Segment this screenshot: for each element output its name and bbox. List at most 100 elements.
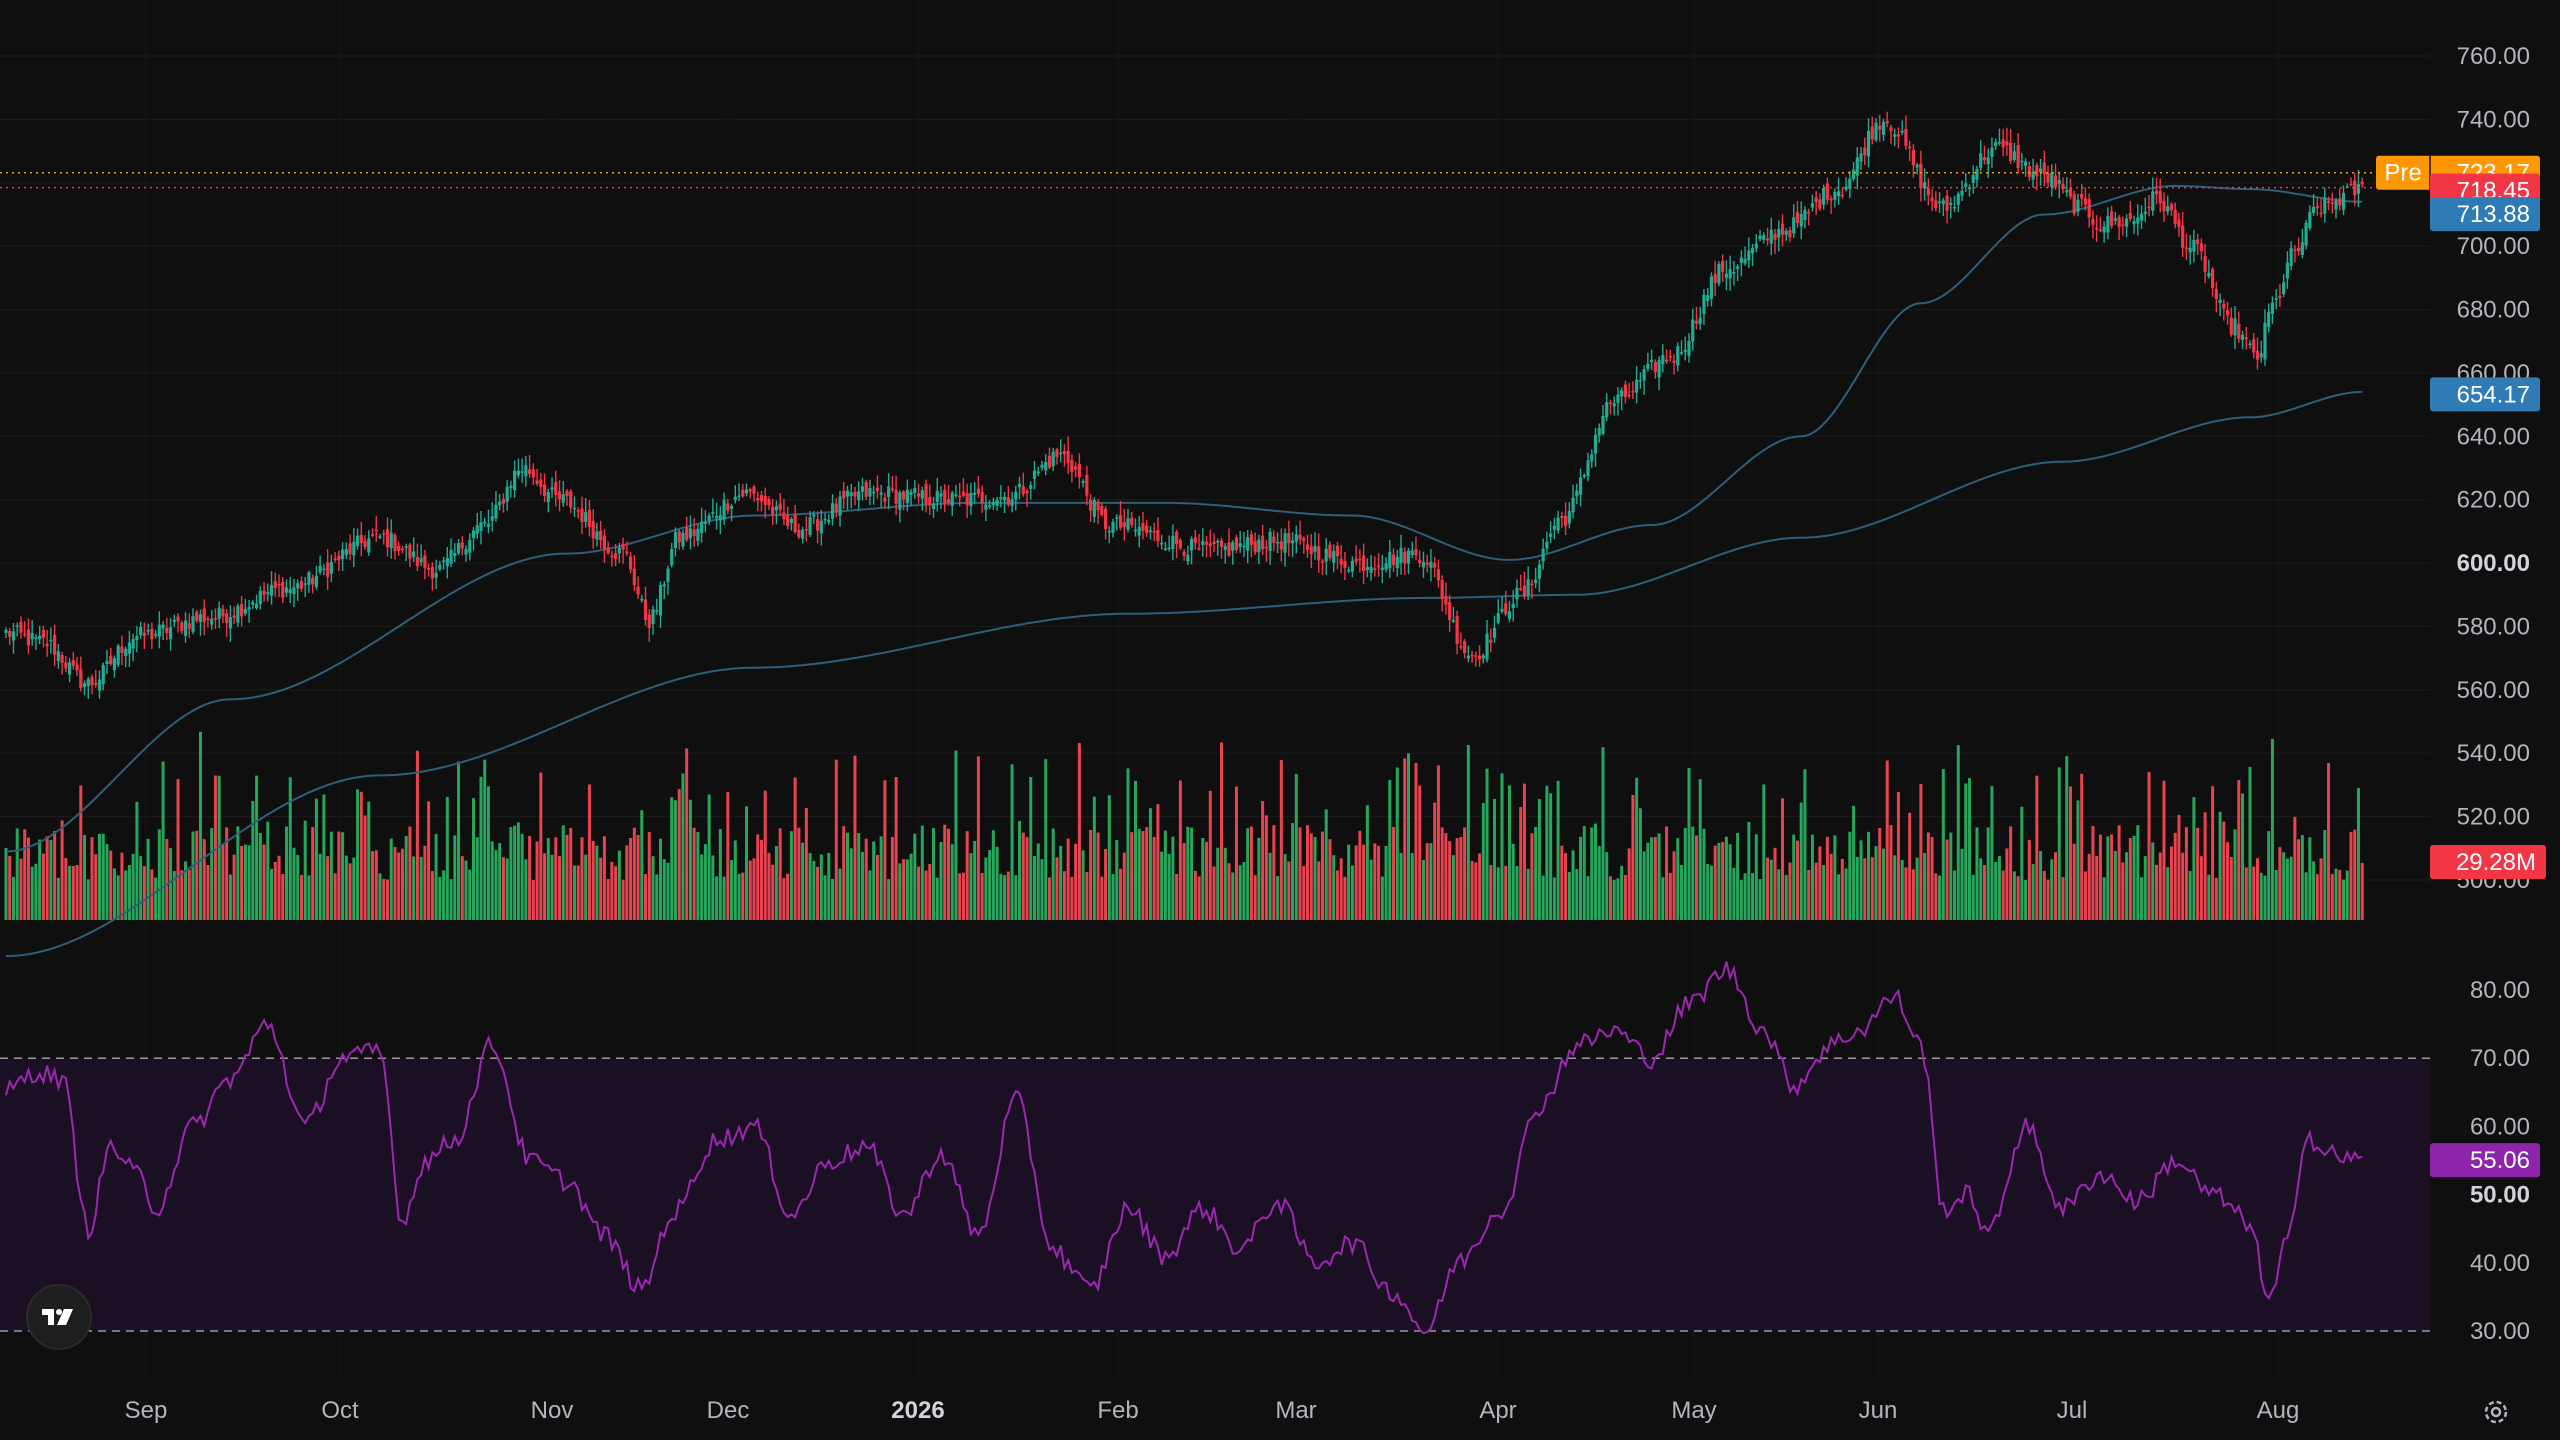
candle-body (1313, 546, 1317, 552)
candle-body (782, 512, 786, 520)
candle-body (165, 627, 169, 633)
volume-bar (1881, 848, 1885, 920)
candle-body (453, 553, 457, 557)
candle-body (557, 491, 562, 500)
candle-body (1908, 146, 1912, 149)
candle-body (1739, 257, 1743, 263)
candle-body (49, 639, 53, 642)
time-tick-label: Apr (1479, 1397, 1516, 1424)
candle-body (359, 534, 363, 544)
volume-bar (1795, 840, 1799, 920)
moving-average-line (5, 184, 2363, 853)
volume-bar (662, 859, 666, 920)
rsi-band (0, 1058, 2430, 1331)
candle-body (1418, 560, 1422, 563)
volume-bar (509, 827, 513, 920)
candle-body (2095, 227, 2099, 230)
volume-bar (935, 877, 939, 920)
volume-bar (98, 833, 101, 920)
volume-bar (142, 866, 146, 920)
candle-body (1339, 558, 1343, 565)
volume-bar (2203, 812, 2207, 920)
volume-bar (1208, 790, 1212, 920)
volume-bar (322, 794, 326, 920)
volume-bar (1919, 783, 1923, 920)
gear-icon[interactable] (2476, 1392, 2516, 1432)
price-tick-label: 520.00 (2457, 804, 2530, 831)
candle-body (853, 492, 857, 497)
candle-body (599, 530, 603, 541)
volume-bar (1867, 831, 1871, 920)
volume-bar (561, 825, 565, 920)
candle-body (1122, 521, 1126, 528)
volume-bar (303, 820, 307, 920)
price-tick-label: 600.00 (2457, 550, 2530, 577)
tradingview-logo-icon[interactable] (26, 1284, 92, 1350)
candle-body (2050, 172, 2054, 187)
volume-bar (1302, 866, 1306, 920)
volume-bar (180, 870, 184, 920)
candle-body (2087, 199, 2091, 218)
moving-average-line (5, 390, 2363, 958)
volume-bar (1650, 837, 1654, 920)
volume-bar (2050, 859, 2054, 920)
volume-bar (722, 876, 726, 920)
candle-body (2203, 256, 2207, 272)
candle-body (79, 669, 83, 688)
volume-bar (1459, 836, 1463, 920)
candle-body (1911, 150, 1915, 166)
candle-body (1541, 548, 1545, 562)
candle-body (1463, 641, 1467, 653)
candle-body (913, 488, 917, 494)
volume-bar (774, 846, 778, 920)
volume-bar (1272, 825, 1276, 920)
candle-body (1889, 127, 1893, 132)
volume-bar (1676, 838, 1680, 920)
volume-bar (363, 815, 367, 920)
volume-bar (1979, 858, 1983, 920)
candle-body (1395, 556, 1399, 569)
candle-body (2143, 211, 2147, 215)
candle-body (1290, 540, 1295, 544)
volume-bars (4, 731, 2364, 920)
candle-body (296, 583, 300, 589)
volume-bar (1594, 823, 1597, 920)
volume-bar (2184, 827, 2188, 920)
volume-bar (1111, 873, 1115, 920)
volume-bar (1781, 798, 1784, 920)
candle-body (838, 496, 842, 516)
candle-body (2001, 139, 2005, 148)
time-axis[interactable]: Sep Oct Nov Dec 2026 Feb Mar Apr May Jun Jul Aug (125, 1397, 2300, 1424)
price-axis[interactable]: 760.00740.00720.00700.00680.00660.00640.… (2457, 43, 2530, 894)
volume-bar (2072, 843, 2076, 920)
candle-body (1919, 163, 1923, 189)
volume-bar (1193, 870, 1197, 920)
candle-body (1474, 655, 1478, 657)
volume-bar (976, 756, 980, 920)
candle-body (1964, 183, 1968, 187)
candle-body (1982, 157, 1987, 161)
candle-body (950, 492, 954, 506)
candle-body (1578, 477, 1583, 495)
candle-body (1328, 544, 1332, 559)
volume-bar (1582, 826, 1586, 920)
volume-bar (1900, 859, 1904, 920)
volume-bar (1384, 846, 1388, 920)
volume-bar (1062, 871, 1066, 920)
volume-bar (206, 865, 210, 920)
candle-body (1448, 602, 1452, 621)
volume-bar (1579, 836, 1583, 920)
volume-bar (1915, 857, 1919, 920)
volume-bar (516, 822, 520, 920)
candle-body (1657, 359, 1661, 378)
candle-body (894, 489, 898, 504)
volume-bar (2323, 830, 2327, 920)
candle-body (1698, 317, 1702, 325)
rsi-axis[interactable]: 80.00 70.00 60.00 50.00 40.00 30.00 (2470, 977, 2530, 1345)
volume-bar (1530, 833, 1534, 920)
volume-bar (1313, 837, 1317, 920)
volume-bar (890, 837, 894, 920)
volume-bar (2155, 864, 2158, 920)
candle-body (827, 519, 831, 523)
